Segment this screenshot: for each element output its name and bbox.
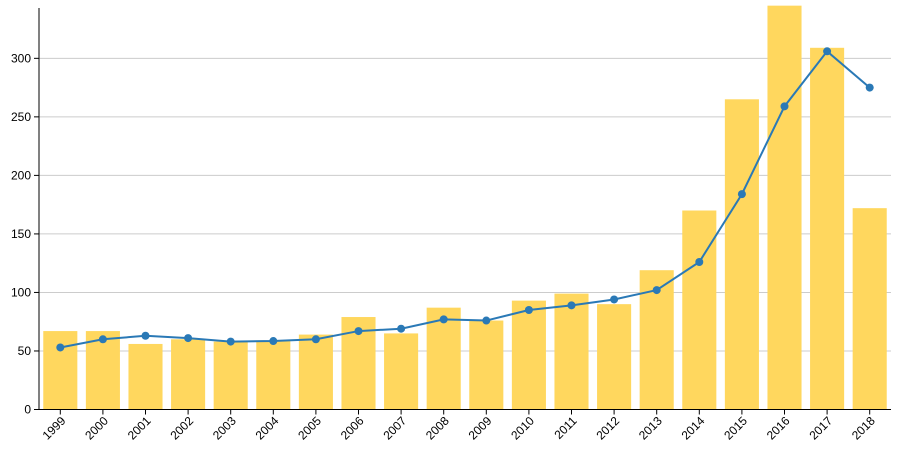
axes	[38, 8, 891, 410]
x-axis-ticks: 1999 2000 2001 2002 2003 2004 2005 2006 2007 2008…	[40, 409, 878, 443]
x-tick-label: 2006	[338, 413, 367, 442]
bar-2009	[469, 320, 504, 410]
bar-1999	[43, 331, 78, 410]
line-point-2010	[524, 306, 533, 315]
x-tick-label: 2018	[849, 413, 878, 442]
line-point-2017	[823, 47, 832, 56]
x-tick-label: 2014	[679, 413, 708, 442]
line-point-2004	[269, 337, 278, 346]
x-tick-label: 2017	[806, 413, 835, 442]
line-point-2001	[141, 331, 150, 340]
line-point-2014	[695, 258, 704, 267]
bar-2016	[767, 5, 802, 410]
bar-2004	[256, 340, 291, 410]
x-tick-label: 2007	[380, 413, 409, 442]
line-point-2009	[482, 316, 491, 325]
x-tick-label: 2000	[82, 413, 111, 442]
line-point-1999	[56, 343, 65, 352]
line-point-2000	[98, 335, 107, 344]
line-point-2002	[184, 334, 193, 343]
x-tick-label: 2013	[636, 413, 665, 442]
x-tick-label: 2003	[210, 413, 239, 442]
bar-2005	[298, 334, 333, 410]
bar-2014	[682, 210, 717, 410]
gridlines	[39, 57, 891, 352]
bar-2003	[213, 341, 248, 410]
y-tick-label: 50	[18, 344, 32, 358]
x-tick-label: 2015	[721, 413, 750, 442]
y-axis-ticks: 0 50 100 150 200 250 300	[11, 51, 39, 417]
line-point-2011	[567, 301, 576, 310]
bar-2010	[511, 300, 546, 410]
y-tick-label: 0	[24, 403, 31, 417]
bar-2002	[171, 339, 206, 410]
y-tick-label: 100	[11, 285, 31, 299]
y-tick-label: 250	[11, 110, 31, 124]
bar-2008	[426, 307, 461, 410]
x-tick-label: 2005	[295, 413, 324, 442]
bar-2007	[384, 333, 419, 410]
trend-line	[60, 49, 871, 349]
line-point-2013	[652, 286, 661, 295]
line-point-2003	[226, 337, 235, 346]
bar-2011	[554, 293, 589, 410]
bar-2001	[128, 343, 163, 410]
line-point-2007	[397, 324, 406, 333]
y-tick-label: 200	[11, 168, 31, 182]
bar-2018	[852, 208, 887, 410]
bar-2017	[810, 47, 845, 410]
line-point-2012	[610, 295, 619, 304]
x-tick-label: 2001	[125, 413, 154, 442]
y-tick-label: 300	[11, 51, 31, 65]
line-point-2015	[737, 190, 746, 199]
bar-2000	[85, 331, 120, 410]
x-tick-label: 2004	[253, 413, 282, 442]
line-series	[56, 47, 874, 352]
line-point-2018	[865, 83, 874, 92]
x-tick-label: 2002	[167, 413, 196, 442]
x-tick-label: 2012	[593, 413, 622, 442]
line-point-2008	[439, 315, 448, 324]
x-tick-label: 2010	[508, 413, 537, 442]
line-point-2006	[354, 327, 363, 336]
y-tick-label: 150	[11, 227, 31, 241]
line-point-2016	[780, 102, 789, 111]
x-tick-label: 2011	[551, 413, 579, 441]
x-tick-label: 2008	[423, 413, 452, 442]
x-tick-label: 2016	[764, 413, 793, 442]
bar-2015	[724, 99, 759, 410]
line-point-2005	[311, 335, 320, 344]
bar-2012	[597, 304, 632, 410]
x-tick-label: 1999	[40, 413, 69, 442]
bar-series	[43, 5, 887, 410]
x-tick-label: 2009	[466, 413, 495, 442]
